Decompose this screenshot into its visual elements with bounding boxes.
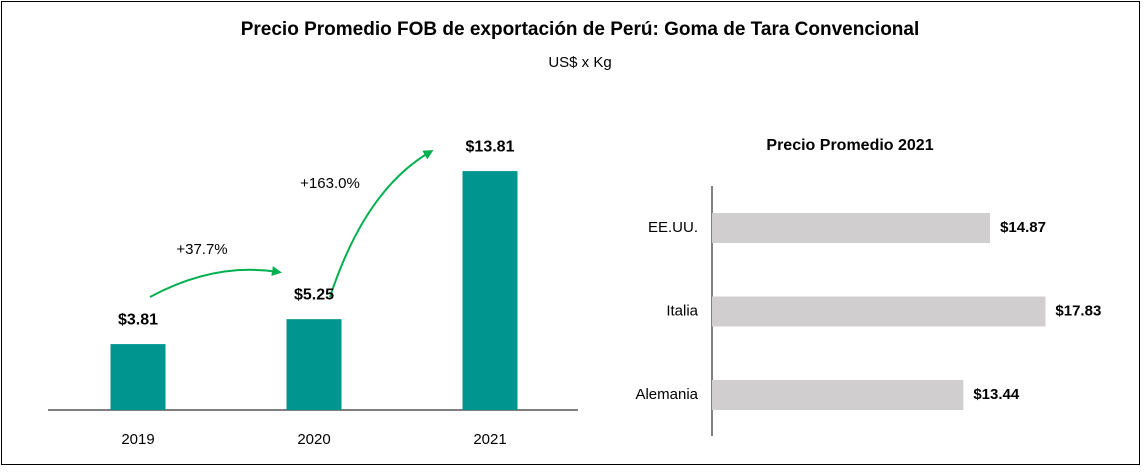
annotation: +163.0% [300,175,360,192]
y-tick-label: Alemania [635,386,698,403]
chart-title: Precio Promedio 2021 [766,137,933,154]
bar [110,344,166,410]
bar [712,296,1046,327]
chart-title: Precio Promedio FOB de exportación de Pe… [241,19,920,40]
bar [712,213,991,243]
bar [712,380,964,410]
x-tick-label: 2020 [297,431,330,448]
data-label: $17.83 [1055,302,1101,319]
x-tick-label: 2019 [121,431,154,448]
y-tick-label: Italia [666,302,698,319]
chart-subtitle: US$ x Kg [548,54,611,71]
arrow [149,266,282,298]
data-label: $13.81 [466,138,515,155]
data-label: $14.87 [1000,219,1046,236]
bar [462,171,518,410]
data-label: $5.25 [294,286,334,303]
annotation: +37.7% [176,241,227,258]
y-tick-label: EE.UU. [648,219,698,236]
bar [286,319,342,410]
data-label: $3.81 [118,311,158,328]
arrow [329,149,434,298]
x-tick-label: 2021 [473,431,506,448]
data-label: $13.44 [973,386,1020,403]
